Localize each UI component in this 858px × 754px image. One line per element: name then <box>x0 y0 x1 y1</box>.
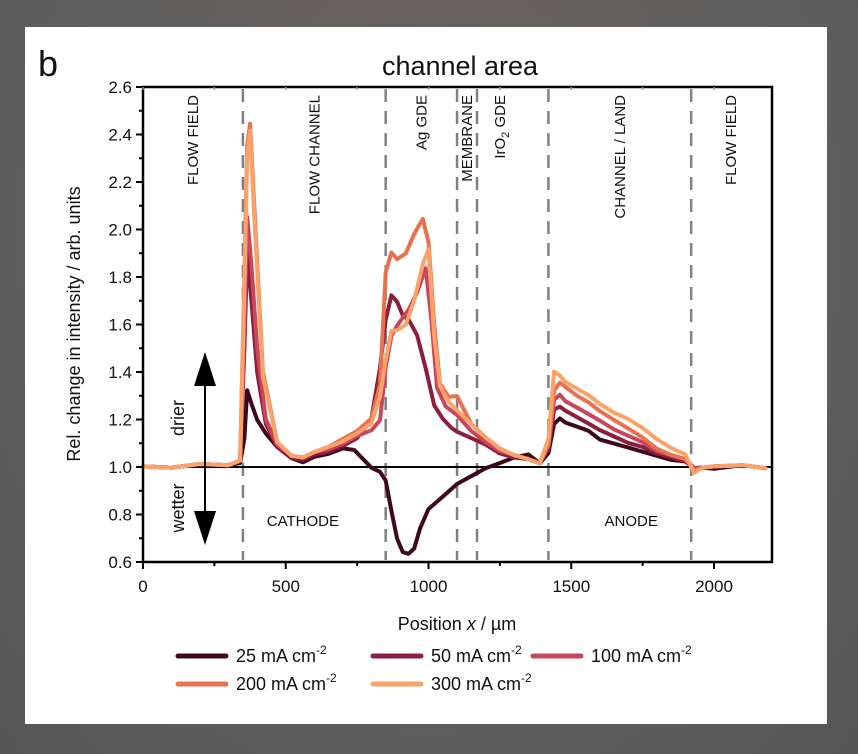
panel-label: b <box>38 43 58 84</box>
legend-label-superscript: -2 <box>681 643 692 657</box>
x-tick-label: 0 <box>138 577 147 596</box>
legend-label-text: 200 mA cm <box>236 674 326 694</box>
region-label: MEMBRANE <box>459 95 476 182</box>
drier-label: drier <box>168 400 188 436</box>
y-axis: 0.6 0.8 1.0 1.2 1.4 1.6 1.8 2.0 2.2 2.4 2.6 <box>108 78 143 572</box>
region-label: FLOW FIELD <box>723 95 740 185</box>
drier-wetter-arrow: drier wetter <box>168 352 216 545</box>
legend-label-superscript: -2 <box>326 671 337 685</box>
region-label: CHANNEL / LAND <box>612 95 629 219</box>
y-tick-label: 1.6 <box>108 316 132 335</box>
region-label: Ag GDE <box>413 95 430 150</box>
legend-label: 50 mA cm-2 <box>431 643 522 666</box>
x-tick-label: 1500 <box>552 577 590 596</box>
x-axis-title: Position x / µm <box>398 614 516 634</box>
x-tick-label: 2000 <box>695 577 733 596</box>
arrow-up-icon <box>194 352 216 386</box>
region-label-text: CHANNEL / LAND <box>612 95 629 219</box>
y-tick-label: 1.4 <box>108 363 132 382</box>
y-tick-label: 2.2 <box>108 173 132 192</box>
y-tick-label: 0.8 <box>108 506 132 525</box>
y-tick-label: 2.0 <box>108 221 132 240</box>
x-tick-label: 500 <box>272 577 300 596</box>
series-line <box>141 128 768 475</box>
region-label-text: FLOW FIELD <box>723 95 740 185</box>
legend-label-superscript: -2 <box>316 643 327 657</box>
region-label-text: FLOW FIELD <box>185 95 202 185</box>
legend-label-text: 25 mA cm <box>236 646 316 666</box>
legend-label-superscript: -2 <box>521 671 532 685</box>
region-label-subscript: 2 <box>500 132 512 138</box>
y-tick-label: 2.6 <box>108 78 132 97</box>
region-label-text: GDE <box>492 95 509 132</box>
region-label-text: IrO <box>492 138 509 159</box>
series-line <box>141 388 768 556</box>
region-label: IrO2 GDE <box>492 95 512 159</box>
legend-label: 25 mA cm-2 <box>236 643 327 666</box>
y-tick-label: 1.2 <box>108 411 132 430</box>
x-axis: 0 500 1000 1500 2000 <box>138 87 733 596</box>
y-axis-title: Rel. change in intensity / arb. units <box>64 186 84 461</box>
region-label: ANODE <box>605 513 658 530</box>
legend-label-superscript: -2 <box>511 643 522 657</box>
chart-title: channel area <box>382 51 539 81</box>
region-labels-top: FLOW FIELD FLOW CHANNEL Ag GDE MEMBRANE IrO2… <box>185 95 740 219</box>
region-label-text: FLOW CHANNEL <box>306 95 323 214</box>
legend-label: 100 mA cm-2 <box>591 643 692 666</box>
region-label: CATHODE <box>267 513 339 530</box>
series-line <box>141 121 768 473</box>
region-label-text: MEMBRANE <box>459 95 476 182</box>
region-label-text: Ag GDE <box>413 95 430 150</box>
y-tick-label: 0.6 <box>108 553 132 572</box>
region-label: FLOW CHANNEL <box>306 95 323 214</box>
legend-label: 300 mA cm-2 <box>431 671 532 694</box>
y-tick-label: 1.8 <box>108 268 132 287</box>
series-line <box>141 250 768 471</box>
region-label: FLOW FIELD <box>185 95 202 185</box>
region-labels-bottom: CATHODE ANODE <box>267 513 658 530</box>
x-tick-label: 1000 <box>410 577 448 596</box>
legend-label-text: 50 mA cm <box>431 646 511 666</box>
y-tick-label: 1.0 <box>108 458 132 477</box>
series-lines <box>141 121 768 556</box>
y-tick-label: 2.4 <box>108 126 132 145</box>
region-boundaries <box>241 89 693 560</box>
legend-label-text: 300 mA cm <box>431 674 521 694</box>
legend-label-text: 100 mA cm <box>591 646 681 666</box>
legend-label: 200 mA cm-2 <box>236 671 337 694</box>
arrow-down-icon <box>194 511 216 545</box>
wetter-label: wetter <box>168 483 188 533</box>
